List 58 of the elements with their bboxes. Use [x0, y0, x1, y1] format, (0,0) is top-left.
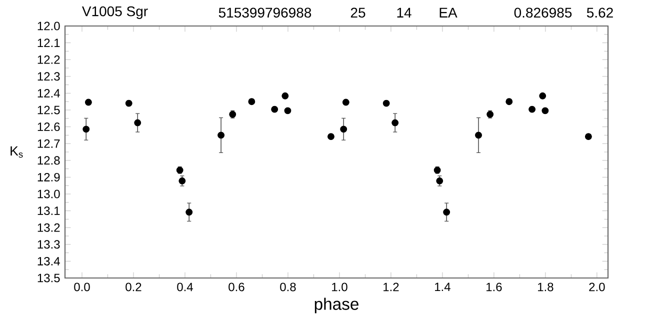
x-tick-label: 0.4: [177, 282, 193, 292]
y-tick-label: 12.2: [38, 55, 60, 64]
x-tick-label: 0.0: [74, 282, 90, 292]
x-axis-title: phase: [314, 298, 358, 314]
y-tick-label: 12.1: [38, 38, 60, 47]
text: 14: [397, 8, 412, 18]
y-axis-title: K$_{s}$: [10, 146, 23, 158]
point: [392, 119, 399, 126]
point: [542, 107, 549, 114]
point: [125, 100, 132, 107]
y-tick-label: 12.4: [38, 89, 60, 98]
y-tick-label: 13.2: [38, 223, 60, 232]
x-tick-label: 1.0: [332, 282, 348, 292]
chart-title: V1005 Sgr: [82, 6, 148, 20]
point: [584, 133, 592, 140]
text: 515399796988: [218, 8, 312, 18]
y-tick-label: 13.0: [38, 190, 60, 198]
point: [186, 208, 193, 216]
point: [443, 208, 450, 216]
y-tick-label: 13.3: [38, 240, 60, 249]
point: [340, 126, 348, 133]
point: [84, 98, 92, 106]
text: 5.62: [586, 8, 613, 18]
x-tick-label: 0.8: [280, 282, 296, 292]
x-tick-label: 1.2: [384, 282, 399, 292]
point: [475, 132, 482, 139]
y-tick-label: 13.4: [38, 256, 60, 266]
y-tick-label: 12.0: [38, 22, 60, 30]
text: 0.826985: [514, 8, 572, 18]
y-tick-label: 13.5: [38, 274, 60, 282]
point: [134, 119, 142, 126]
x-tick-label: 0.2: [126, 282, 142, 292]
x-tick-label: 1.4: [435, 282, 450, 291]
point: [282, 92, 289, 100]
x-tick-label: 2.0: [589, 282, 605, 292]
point: [284, 107, 292, 114]
point: [436, 177, 444, 184]
text: 25: [350, 8, 366, 18]
y-tick-label: 12.7: [38, 139, 60, 148]
point: [271, 106, 278, 113]
y-tick-label: 12.6: [38, 122, 60, 132]
x-tick-label: 1.6: [486, 282, 502, 292]
x-tick-label: 0.6: [228, 282, 244, 292]
y-tick-label: 12.3: [38, 72, 60, 81]
point: [218, 132, 224, 139]
text: EA: [440, 8, 458, 18]
y-tick-label: 12.5: [38, 106, 60, 114]
y-tick-label: 13.1: [38, 206, 60, 216]
point: [178, 177, 186, 184]
x-tick-label: 1.8: [538, 282, 554, 292]
point: [539, 92, 546, 100]
point: [382, 100, 390, 107]
point: [327, 133, 334, 140]
y-tick-label: 12.9: [38, 172, 60, 182]
point: [342, 98, 350, 106]
point: [82, 126, 90, 133]
y-tick-label: 12.8: [38, 156, 60, 165]
point: [528, 106, 536, 113]
